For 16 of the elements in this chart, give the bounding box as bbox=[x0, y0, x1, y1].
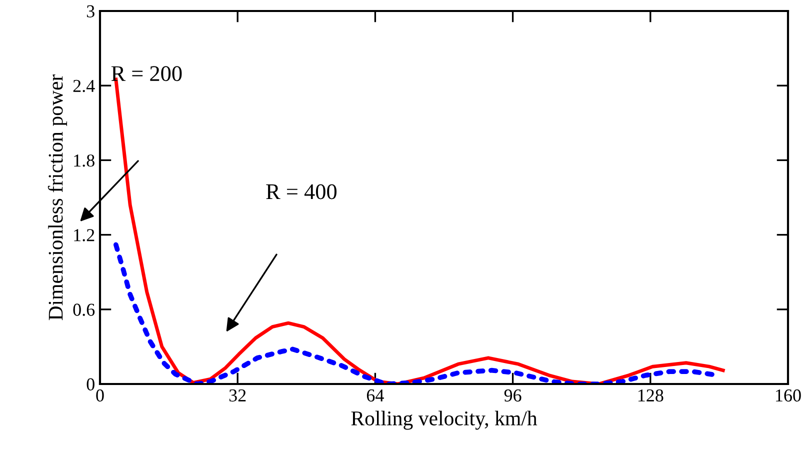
y-tick-label: 2.4 bbox=[73, 80, 95, 92]
x-tick-label: 0 bbox=[96, 389, 104, 402]
y-tick-label: 1.2 bbox=[74, 229, 94, 242]
annotation: R = 200 bbox=[111, 66, 182, 82]
x-tick-label: 160 bbox=[776, 389, 801, 402]
y-tick-label: 0 bbox=[86, 378, 94, 390]
x-tick-label: 96 bbox=[504, 389, 522, 402]
x-axis-title: Rolling velocity, km/h bbox=[351, 410, 538, 430]
y-tick-label: 1.8 bbox=[74, 154, 94, 167]
x-tick-label: 32 bbox=[229, 389, 246, 402]
x-tick-label: 64 bbox=[366, 389, 384, 402]
y-axis-title: Dimensionless friction power bbox=[48, 74, 68, 320]
x-tick-label: 128 bbox=[638, 389, 664, 402]
y-tick-label: 3 bbox=[86, 5, 94, 18]
y-tick-label: 0.6 bbox=[73, 304, 95, 316]
annotation: R = 400 bbox=[266, 184, 336, 200]
